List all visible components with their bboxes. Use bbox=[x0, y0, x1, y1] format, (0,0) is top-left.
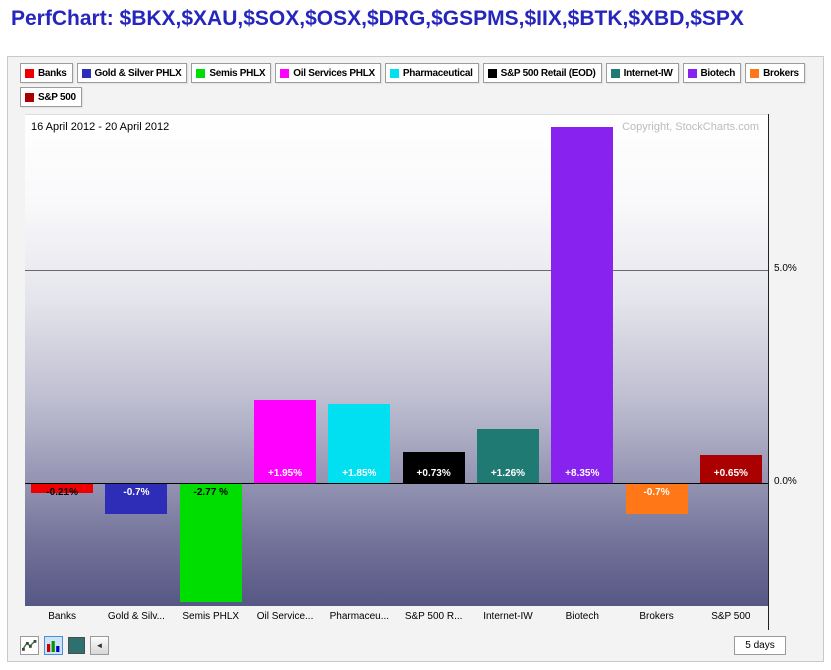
legend-color-swatch bbox=[687, 68, 697, 78]
x-axis-labels: Banks Gold & Silv... Semis PHLX Oil Service… bbox=[25, 611, 768, 625]
histogram-icon bbox=[47, 640, 60, 652]
gridline-0-0 bbox=[25, 483, 768, 485]
bar-biotech[interactable] bbox=[551, 126, 614, 484]
legend-item-label: Oil Services PHLX bbox=[293, 67, 375, 79]
legend: Banks Gold & Silver PHLX Semis PHLX Oil Ser… bbox=[20, 63, 816, 107]
time-slider-track[interactable] bbox=[114, 637, 729, 654]
bar-value-label: +1.95% bbox=[267, 468, 303, 480]
line-mode-button[interactable] bbox=[20, 635, 39, 655]
x-axis-tick-label: Semis PHLX bbox=[182, 611, 240, 622]
line-chart-icon bbox=[22, 639, 37, 651]
legend-item-brokers[interactable]: Brokers bbox=[745, 63, 805, 83]
bar-banks[interactable] bbox=[31, 484, 94, 494]
bar-value-label: +0.73% bbox=[416, 468, 451, 480]
bar-value-label: +8.35% bbox=[565, 468, 600, 480]
chart-wrap: 16 April 2012 - 20 April 2012 Copyright,… bbox=[25, 114, 825, 630]
gridline-5-0 bbox=[25, 269, 768, 271]
legend-color-swatch bbox=[25, 92, 34, 102]
x-axis-tick-label: Gold & Silv... bbox=[107, 611, 165, 622]
legend-item-label: Semis PHLX bbox=[209, 67, 266, 79]
histogram-mode-button[interactable] bbox=[44, 635, 63, 655]
x-axis-tick-label: Internet-IW bbox=[483, 611, 533, 622]
x-axis-tick-label: S&P 500 bbox=[711, 611, 751, 622]
legend-color-swatch bbox=[25, 68, 34, 78]
period-label: 5 days bbox=[745, 639, 775, 651]
legend-item-banks[interactable]: Banks bbox=[20, 63, 73, 83]
legend-color-swatch bbox=[389, 68, 399, 78]
scroll-left-button[interactable]: ◄ bbox=[90, 635, 109, 655]
bar-gold-silver-phlx[interactable] bbox=[105, 484, 168, 514]
bar-internet-iw[interactable] bbox=[476, 429, 539, 484]
legend-item-label: Brokers bbox=[763, 67, 799, 79]
copyright-label: Copyright, StockCharts.com bbox=[622, 121, 759, 133]
legend-item-label: S&P 500 bbox=[38, 91, 76, 103]
y-axis-tick-label: 5.0% bbox=[774, 262, 797, 274]
legend-item-gold-silver-phlx[interactable]: Gold & Silver PHLX bbox=[76, 63, 188, 83]
x-axis-tick-label: Oil Service... bbox=[256, 611, 314, 622]
x-axis-tick-label: S&P 500 R... bbox=[404, 611, 463, 622]
period-dropdown[interactable]: 5 days bbox=[734, 635, 786, 655]
legend-color-swatch bbox=[610, 68, 620, 78]
legend-item-s-p-500-retail-eod[interactable]: S&P 500 Retail (EOD) bbox=[482, 63, 602, 83]
bar-value-label: +1.85% bbox=[342, 468, 377, 480]
bar-oil-services-phlx[interactable] bbox=[254, 399, 316, 484]
legend-item-s-p-500[interactable]: S&P 500 bbox=[20, 87, 82, 107]
bar-semis-phlx[interactable] bbox=[179, 484, 242, 603]
y-axis-line bbox=[768, 114, 769, 630]
legend-item-semis-phlx[interactable]: Semis PHLX bbox=[191, 63, 272, 83]
legend-color-swatch bbox=[487, 68, 497, 78]
legend-color-swatch bbox=[196, 68, 206, 78]
legend-color-swatch bbox=[280, 68, 290, 78]
bar-s-p-500-retail-eod[interactable] bbox=[402, 452, 465, 484]
bar-value-label: -0.21% bbox=[46, 487, 78, 499]
left-arrow-icon: ◄ bbox=[95, 640, 104, 650]
bar-value-label: -0.7% bbox=[643, 487, 670, 499]
page-title: PerfChart: $BKX,$XAU,$SOX,$OSX,$DRG,$GSP… bbox=[11, 7, 744, 30]
chart-plot-area[interactable]: 16 April 2012 - 20 April 2012 Copyright,… bbox=[25, 114, 768, 606]
x-axis-tick-label: Biotech bbox=[565, 611, 599, 622]
x-axis-tick-label: Pharmaceu... bbox=[329, 611, 390, 622]
bar-s-p-500[interactable] bbox=[699, 455, 762, 484]
bar-value-label: -0.7% bbox=[123, 487, 150, 499]
legend-item-biotech[interactable]: Biotech bbox=[682, 63, 742, 83]
legend-item-label: Banks bbox=[38, 67, 67, 79]
bar-value-label: -2.77 % bbox=[193, 487, 228, 499]
bar-value-label: +0.65% bbox=[713, 468, 748, 480]
legend-item-label: Gold & Silver PHLX bbox=[94, 67, 182, 79]
x-axis-tick-label: Banks bbox=[48, 611, 77, 622]
legend-color-swatch bbox=[750, 68, 760, 78]
bar-brokers[interactable] bbox=[625, 484, 688, 514]
legend-item-label: Pharmaceutical bbox=[402, 67, 473, 79]
y-axis-tick-label: 0.0% bbox=[774, 476, 797, 488]
legend-item-pharmaceutical[interactable]: Pharmaceutical bbox=[384, 63, 479, 83]
legend-item-internet-iw[interactable]: Internet-IW bbox=[605, 63, 679, 83]
legend-item-oil-services-phlx[interactable]: Oil Services PHLX bbox=[275, 63, 381, 83]
bottom-toolbar: ◄ 5 days bbox=[20, 634, 814, 656]
perfchart-panel: Banks Gold & Silver PHLX Semis PHLX Oil Ser… bbox=[7, 56, 824, 662]
legend-item-label: Internet-IW bbox=[623, 67, 673, 79]
legend-item-label: S&P 500 Retail (EOD) bbox=[500, 67, 596, 79]
bar-value-label: +1.26% bbox=[490, 468, 526, 480]
x-axis-tick-label: Brokers bbox=[639, 611, 674, 622]
color-swatch-button[interactable] bbox=[68, 636, 85, 654]
legend-item-label: Biotech bbox=[700, 67, 736, 79]
date-range-label: 16 April 2012 - 20 April 2012 bbox=[31, 121, 170, 133]
bar-pharmaceutical[interactable] bbox=[328, 404, 391, 484]
legend-color-swatch bbox=[81, 68, 91, 78]
